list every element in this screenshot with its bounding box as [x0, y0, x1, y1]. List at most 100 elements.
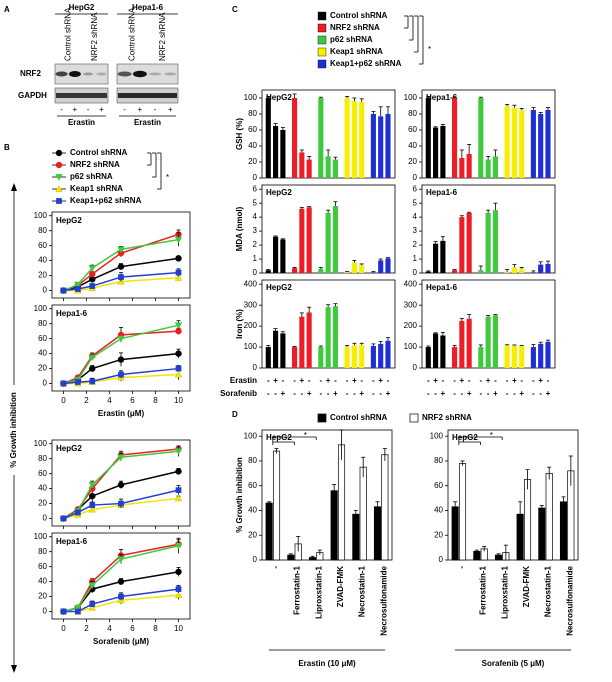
bar [530, 347, 536, 368]
bar [337, 444, 346, 561]
bar [306, 312, 312, 368]
lane-label: NRF2 shRNA [158, 12, 167, 61]
x-tick-label: 10 [174, 624, 183, 633]
bar [459, 320, 465, 368]
marker [175, 365, 182, 372]
marker [88, 482, 96, 489]
sign: - [282, 376, 285, 385]
sign: - [267, 376, 270, 385]
bar [473, 550, 481, 561]
sign: + [467, 389, 472, 398]
category-label: ZVAD-FMK [522, 566, 531, 607]
y-tick-label: 60 [38, 334, 47, 343]
x-tick-label: 4 [107, 624, 112, 633]
marker [88, 505, 96, 513]
bar [344, 272, 350, 273]
bar [440, 335, 446, 368]
marker [55, 185, 63, 192]
plot-frame [447, 429, 579, 561]
sign: - [293, 376, 296, 385]
x-tick-label: 8 [153, 396, 158, 405]
sign: - [480, 376, 483, 385]
marker [55, 174, 63, 181]
treatment-label: Erastin [68, 118, 95, 127]
annotation: * [166, 173, 169, 182]
y-tick-label: 40 [38, 349, 47, 358]
marker [60, 515, 67, 522]
bar [359, 265, 365, 273]
bar [523, 479, 532, 561]
sign: - [353, 389, 356, 398]
bar [452, 98, 458, 178]
y-tick-label: 20 [38, 499, 47, 508]
marker [118, 593, 124, 600]
sign: + [441, 389, 446, 398]
sign: + [73, 105, 78, 114]
subplot-title: HepG2 [266, 188, 292, 197]
legend-label: Keap1+p62 shRNA [70, 196, 142, 205]
y-tick-label: 400 [244, 279, 258, 288]
marker [56, 198, 62, 204]
sign: - [154, 105, 157, 114]
y-tick-label: 60 [248, 481, 257, 490]
plot-frame [51, 304, 191, 392]
y-tick-label: 100 [404, 93, 418, 102]
legend-label: NRF2 shRNA [70, 160, 120, 169]
bar [425, 271, 431, 273]
marker [75, 286, 81, 292]
x-tick-label: 2 [84, 624, 89, 633]
x-tick-label: 6 [130, 396, 135, 405]
marker [89, 365, 96, 372]
x-axis-label: Erastin (μM) [98, 409, 145, 418]
x-tick-label: 0 [61, 624, 66, 633]
bar [559, 501, 568, 561]
y-axis-label: % Growth inhibition [9, 392, 18, 468]
category-label: Liproxstatin-1 [314, 565, 323, 618]
y-tick-label: 100 [34, 532, 48, 541]
sign: + [138, 105, 143, 114]
y-tick-label: 0 [253, 173, 258, 182]
cell-line-label: HepG2 [69, 3, 95, 12]
x-tick-label: 8 [153, 624, 158, 633]
marker [60, 287, 67, 294]
sign: - [123, 105, 126, 114]
bar [451, 506, 459, 561]
y-tick-label: 80 [248, 456, 257, 465]
y-tick-label: 40 [38, 484, 47, 493]
marker [55, 149, 63, 157]
bar [265, 98, 271, 178]
sign: - [320, 376, 323, 385]
y-tick-label: 1 [413, 254, 418, 263]
x-axis-label: Sorafenib (5 μM) [482, 659, 545, 668]
sign: + [460, 376, 465, 385]
sign: - [372, 376, 375, 385]
marker [75, 509, 81, 516]
y-axis-label: Iron (%) [235, 309, 244, 339]
blot-box [54, 63, 109, 85]
y-tick-label: 20 [434, 530, 443, 539]
y-tick-label: 60 [38, 562, 47, 571]
bar [459, 158, 465, 178]
bar [433, 243, 439, 273]
bar [318, 268, 324, 273]
sign: + [546, 389, 551, 398]
marker [175, 350, 182, 357]
subplot-title: HepG2 [452, 433, 478, 442]
bar [359, 344, 365, 368]
y-tick-label: 3 [413, 226, 418, 235]
bar [351, 262, 357, 273]
y-tick-label: 0 [253, 363, 258, 372]
treatment-label: Erastin [230, 376, 257, 385]
marker [174, 591, 183, 598]
y-tick-label: 60 [38, 469, 47, 478]
marker [117, 454, 125, 462]
bar [433, 333, 439, 368]
bar [440, 126, 446, 178]
bar [344, 98, 350, 178]
bar [538, 507, 546, 561]
legend-label: Control shRNA [330, 413, 388, 422]
subplot-title: HepG2 [56, 444, 82, 453]
sign: - [387, 376, 390, 385]
bar [265, 347, 271, 368]
sign: + [333, 389, 338, 398]
